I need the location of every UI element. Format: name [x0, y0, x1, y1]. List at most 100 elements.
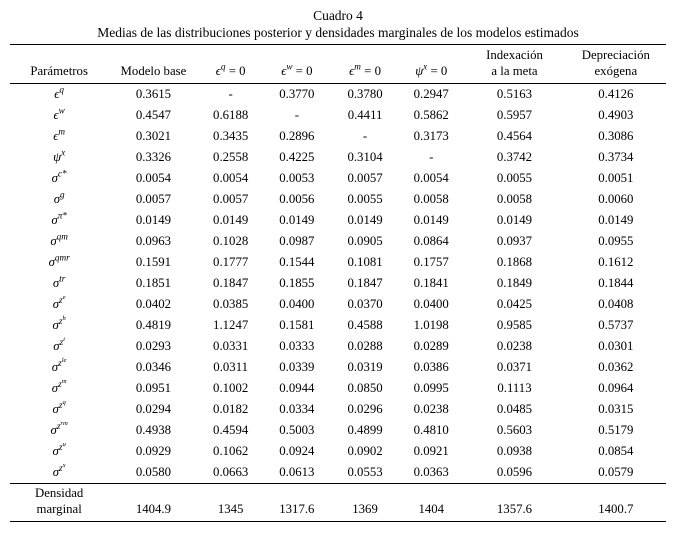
value-cell: 0.0400: [279, 297, 315, 312]
value-cell: -: [429, 150, 434, 165]
math-superscript: q: [59, 84, 65, 95]
value-cell: 0.0055: [496, 171, 533, 186]
value-cell: 0.3086: [598, 129, 634, 144]
value-cell: 0.1113: [497, 381, 532, 396]
value-cell: 0.1581: [279, 318, 315, 333]
value-cell: 0.3615: [135, 87, 172, 102]
value-cell: 0.0331: [213, 339, 249, 354]
value-cell: 0.0902: [347, 444, 383, 459]
param-cell: σzle: [10, 357, 108, 378]
value-cell: 0.0057: [213, 192, 249, 207]
value-cell: 0.4903: [598, 108, 634, 123]
value-cell: 0.0296: [347, 402, 383, 417]
column-header-line: Modelo base: [120, 64, 187, 79]
math-superscript: m: [354, 62, 361, 73]
value-cell: 0.4588: [347, 318, 383, 333]
value-cell: 0.0182: [213, 402, 249, 417]
value-cell: 0.0054: [135, 171, 172, 186]
table-row: σzx 0.0580 0.0663 0.0613 0.0553 0.0363 0.0596 0…: [10, 462, 666, 484]
value-cell: 0.0963: [135, 234, 172, 249]
footer-value-cell: 1400.7: [565, 483, 666, 522]
math-superscript: zi: [59, 335, 66, 347]
value-cell: 0.0937: [496, 234, 533, 249]
value-cell: 0.2896: [279, 129, 315, 144]
math-symbol: σ: [50, 423, 57, 438]
value-cell: 0.0339: [279, 360, 315, 375]
column-header-line: Depreciación: [581, 47, 650, 62]
value-cell: 0.4126: [598, 87, 634, 102]
math-symbol: σ: [51, 213, 58, 228]
math-superscript: tr: [59, 273, 66, 284]
value-cell: 0.0944: [279, 381, 315, 396]
math-superscript: zle: [58, 356, 67, 368]
value-cell: 0.1002: [213, 381, 249, 396]
math-superscript: rm: [60, 419, 68, 427]
math-superscript: le: [61, 356, 67, 364]
column-header: Modelo base: [108, 44, 199, 85]
value-cell: 0.3742: [496, 150, 533, 165]
math-superscript: qm: [56, 231, 68, 242]
results-table: Parámetros Modelo base ϵq = 0 ϵw = 0 ϵm = 0…: [10, 43, 666, 522]
column-header: ψx = 0: [399, 44, 464, 85]
table-row: σzrm 0.4938 0.4594 0.5003 0.4899 0.4810 0.5603…: [10, 420, 666, 441]
param-cell: σzh: [10, 315, 108, 336]
value-cell: 0.1591: [135, 255, 172, 270]
param-cell: σc*: [10, 168, 108, 189]
param-cell: σtr: [10, 273, 108, 294]
value-cell: 0.9585: [496, 318, 533, 333]
value-cell: 0.0054: [413, 171, 449, 186]
value-cell: 0.0288: [347, 339, 383, 354]
value-cell: 0.4594: [213, 423, 249, 438]
table-caption-number: Cuadro 4: [313, 8, 363, 23]
value-cell: 0.6188: [213, 108, 249, 123]
param-cell: σzu: [10, 441, 108, 462]
value-cell: 0.1851: [135, 276, 172, 291]
math-superscript: x: [423, 62, 428, 73]
table-row: σzh 0.4819 1.1247 0.1581 0.4588 1.0198 0.9585 0…: [10, 315, 666, 336]
value-cell: 0.5163: [496, 87, 533, 102]
math-symbol: ϵ: [54, 87, 60, 102]
math-symbol: σ: [52, 297, 60, 312]
value-cell: 0.0385: [213, 297, 249, 312]
value-cell: 0.0553: [347, 465, 383, 480]
value-cell: 0.1612: [598, 255, 634, 270]
table-header: Parámetros Modelo base ϵq = 0 ϵw = 0 ϵm = 0…: [10, 44, 666, 85]
header-row: Parámetros Modelo base ϵq = 0 ϵw = 0 ϵm = 0…: [10, 44, 666, 85]
value-cell: 0.0319: [347, 360, 383, 375]
value-cell: 0.0850: [347, 381, 383, 396]
table-row: σtr 0.1851 0.1847 0.1855 0.1847 0.1841 0.1849 0…: [10, 273, 666, 294]
value-cell: 0.0057: [347, 171, 383, 186]
param-cell: σzi: [10, 336, 108, 357]
column-header-line: a la meta: [491, 64, 538, 79]
value-cell: 0.1081: [347, 255, 383, 270]
value-cell: 0.0054: [213, 171, 249, 186]
value-cell: 0.0238: [413, 402, 449, 417]
value-cell: 0.0311: [213, 360, 249, 375]
value-cell: 1.0198: [413, 318, 449, 333]
value-cell: 0.5179: [598, 423, 634, 438]
math-symbol: ϵ: [53, 108, 59, 123]
value-cell: 0.0363: [413, 465, 449, 480]
value-cell: 0.0955: [598, 234, 634, 249]
value-cell: 0.2947: [413, 87, 449, 102]
math-rest: = 0: [292, 64, 313, 79]
value-cell: 0.4564: [496, 129, 533, 144]
value-cell: 0.0371: [496, 360, 533, 375]
column-header: ϵw = 0: [262, 44, 331, 85]
value-cell: 0.0938: [496, 444, 533, 459]
math-superscript: zm: [58, 377, 67, 389]
math-superscript: w: [286, 62, 293, 73]
table-row: σzq 0.0294 0.0182 0.0334 0.0296 0.0238 0.0485 0…: [10, 399, 666, 420]
value-cell: 0.0149: [279, 213, 315, 228]
value-cell: 0.1847: [213, 276, 249, 291]
value-cell: 0.5737: [598, 318, 634, 333]
value-cell: 0.0315: [598, 402, 634, 417]
value-cell: 0.0579: [598, 465, 634, 480]
value-cell: 0.4810: [413, 423, 449, 438]
value-cell: 0.0055: [347, 192, 383, 207]
value-cell: 0.0905: [347, 234, 383, 249]
math-symbol: ψ: [415, 64, 424, 79]
value-cell: 0.0289: [413, 339, 449, 354]
value-cell: 0.1868: [496, 255, 533, 270]
